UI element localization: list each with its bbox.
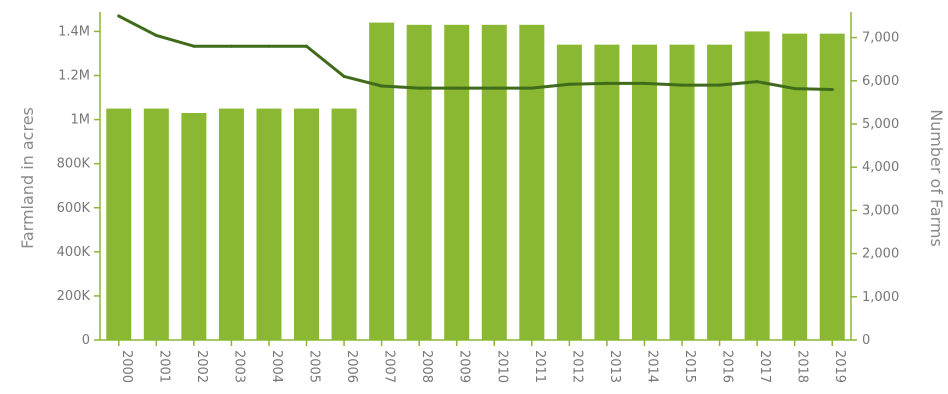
bar [256,108,282,340]
line-point [605,81,609,85]
x-tick-label: 2002 [194,350,209,383]
bar [519,24,545,341]
x-tick-label: 2004 [269,350,284,383]
x-tick-label: 2000 [119,350,134,383]
x-tick-label: 2015 [682,350,697,383]
left-tick-label: 0 [82,333,90,348]
bar [631,44,657,340]
bar [594,44,620,340]
line-point [530,86,534,90]
bar-series [106,22,845,341]
bar [143,108,169,340]
line-point [718,83,722,87]
line-point [117,14,121,18]
bar [369,22,395,341]
left-tick-label: 200K [57,289,91,304]
x-tick-label: 2007 [382,350,397,383]
right-tick-label: 7,000 [862,31,899,46]
x-tick-label: 2011 [532,350,547,383]
bar [556,44,582,340]
bar [444,24,470,341]
line-series [117,14,834,91]
right-tick-label: 6,000 [862,74,899,89]
x-tick-label: 2012 [569,350,584,383]
left-tick-label: 1.4M [58,24,90,39]
line-point [192,44,196,48]
line-point [642,81,646,85]
left-tick-label: 1.2M [58,69,90,84]
bar [782,33,808,340]
line-point [567,82,571,86]
left-axis-title: Farmland in acres [18,107,37,249]
line-point [305,44,309,48]
farms-line [117,14,834,91]
x-tick-label: 2003 [231,350,246,383]
x-tick-label: 2013 [607,350,622,383]
line-point [229,44,233,48]
x-tick-label: 2019 [832,350,847,383]
right-tick-label: 5,000 [862,117,899,132]
x-tick-label: 2017 [757,350,772,383]
right-tick-label: 0 [862,333,870,348]
right-axis-title: Number of Farms [927,109,946,247]
x-tick-label: 2016 [720,350,735,383]
bar [331,108,357,340]
right-tick-label: 1,000 [862,290,899,305]
line-point [342,74,346,78]
line-point [380,84,384,88]
line-point [793,87,797,91]
line-point [680,83,684,87]
line-point [154,33,158,37]
bar [406,24,432,341]
bar [181,112,207,341]
x-tick-label: 2001 [156,350,171,383]
bar [481,24,507,341]
bar [744,31,770,341]
bar [669,44,695,340]
x-tick-label: 2010 [494,350,509,383]
x-tick-label: 2006 [344,350,359,383]
line-point [830,87,834,91]
line-point [492,86,496,90]
left-axis: 0 200K 400K 600K 800K 1M 1.2M 1.4M [57,12,101,348]
x-axis: 2000 2001 2002 2003 2004 2005 2006 2007 2008 2009… [100,339,851,383]
x-tick-label: 2005 [307,350,322,383]
left-tick-label: 400K [57,245,91,260]
bar [218,108,244,340]
right-tick-label: 4,000 [862,160,899,175]
line-point [755,80,759,84]
bar [707,44,733,340]
right-tick-label: 3,000 [862,203,899,218]
left-tick-label: 600K [57,201,91,216]
line-point [417,86,421,90]
left-tick-label: 800K [57,157,91,172]
right-tick-label: 2,000 [862,247,899,262]
line-point [455,86,459,90]
right-axis: 0 1,000 2,000 3,000 4,000 5,000 6,000 7,000 [850,12,899,348]
bar [106,108,132,340]
line-point [267,44,271,48]
x-tick-label: 2009 [457,350,472,383]
x-tick-label: 2018 [795,350,810,383]
x-tick-label: 2014 [644,350,659,383]
bar [819,33,845,340]
bar [294,108,320,340]
x-tick-label: 2008 [419,350,434,383]
left-tick-label: 1M [71,113,91,128]
